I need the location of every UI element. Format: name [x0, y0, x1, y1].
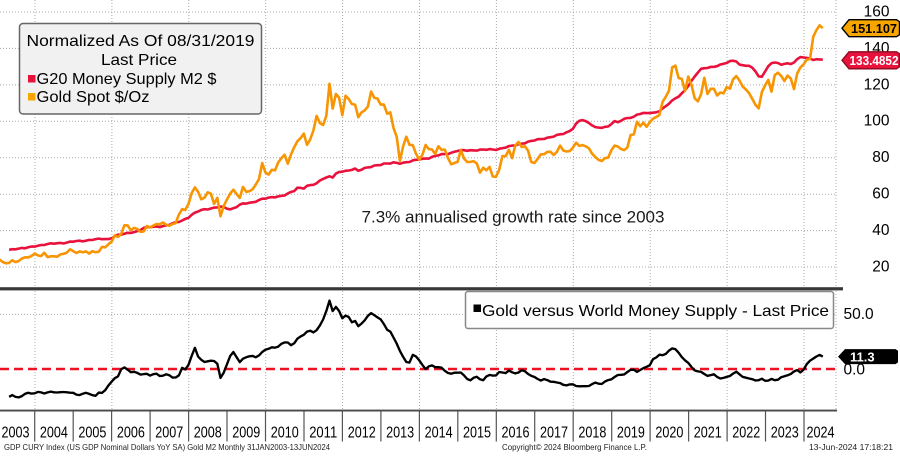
- svg-text:2010: 2010: [271, 425, 299, 442]
- svg-text:2003: 2003: [2, 425, 30, 442]
- svg-text:GDP CURY Index (US GDP Nominal: GDP CURY Index (US GDP Nominal Dollars Y…: [4, 442, 330, 452]
- svg-text:2008: 2008: [194, 425, 222, 442]
- svg-text:11.3: 11.3: [850, 349, 875, 364]
- svg-text:2014: 2014: [425, 425, 453, 442]
- svg-text:2018: 2018: [578, 425, 606, 442]
- svg-text:2023: 2023: [771, 425, 799, 442]
- svg-text:2011: 2011: [309, 425, 337, 442]
- svg-text:2006: 2006: [117, 425, 145, 442]
- svg-text:7.3% annualised growth rate si: 7.3% annualised growth rate since 2003: [362, 208, 665, 227]
- svg-text:Normalized As Of 08/31/2019: Normalized As Of 08/31/2019: [27, 33, 255, 50]
- svg-text:Gold versus World Money Supply: Gold versus World Money Supply - Last Pr…: [482, 303, 829, 320]
- svg-text:60: 60: [872, 186, 890, 203]
- svg-text:2012: 2012: [348, 425, 376, 442]
- svg-text:100: 100: [864, 113, 890, 130]
- svg-text:2009: 2009: [232, 425, 260, 442]
- svg-text:160: 160: [864, 3, 890, 20]
- svg-text:2016: 2016: [502, 425, 530, 442]
- svg-text:151.107: 151.107: [851, 21, 897, 36]
- svg-text:2004: 2004: [40, 425, 68, 442]
- svg-text:80: 80: [872, 149, 890, 166]
- svg-text:133.4852: 133.4852: [850, 53, 899, 68]
- svg-text:2020: 2020: [655, 425, 683, 442]
- svg-text:13-Jun-2024 17:18:21: 13-Jun-2024 17:18:21: [809, 442, 893, 452]
- svg-text:2007: 2007: [155, 425, 183, 442]
- svg-text:G20 Money Supply M2 $: G20 Money Supply M2 $: [37, 71, 217, 88]
- svg-text:2005: 2005: [78, 425, 106, 442]
- svg-text:120: 120: [864, 76, 890, 93]
- svg-text:2022: 2022: [732, 425, 760, 442]
- svg-text:Copyright© 2024 Bloomberg Fina: Copyright© 2024 Bloomberg Finance L.P.: [502, 442, 647, 452]
- svg-text:2013: 2013: [386, 425, 414, 442]
- svg-text:2019: 2019: [617, 425, 645, 442]
- svg-text:Gold Spot $/Oz: Gold Spot $/Oz: [37, 89, 150, 106]
- svg-text:0.0: 0.0: [844, 361, 866, 378]
- svg-text:2017: 2017: [540, 425, 568, 442]
- svg-text:Last Price: Last Price: [101, 52, 177, 69]
- svg-text:2021: 2021: [694, 425, 722, 442]
- svg-text:2024: 2024: [807, 425, 835, 442]
- svg-text:50.0: 50.0: [844, 306, 875, 323]
- svg-text:20: 20: [872, 258, 890, 275]
- svg-text:40: 40: [872, 222, 890, 239]
- svg-text:2015: 2015: [463, 425, 491, 442]
